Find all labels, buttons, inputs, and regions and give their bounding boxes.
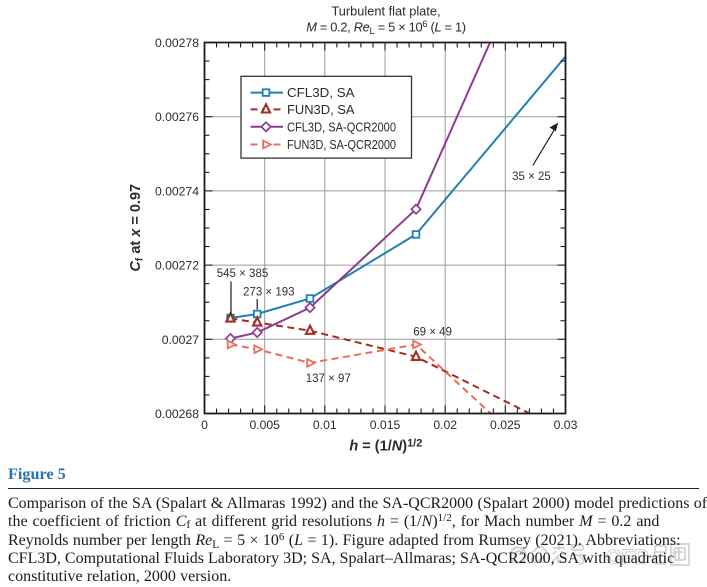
svg-text:137 × 97: 137 × 97 xyxy=(306,373,351,385)
svg-text:FUN3D, SA-QCR2000: FUN3D, SA-QCR2000 xyxy=(287,137,396,152)
svg-text:0.00276: 0.00276 xyxy=(155,110,199,124)
svg-text:69 × 49: 69 × 49 xyxy=(413,326,452,338)
svg-text:CFL3D, SA-QCR2000: CFL3D, SA-QCR2000 xyxy=(287,119,396,134)
svg-text:0.00272: 0.00272 xyxy=(155,259,199,273)
svg-text:35 × 25: 35 × 25 xyxy=(512,171,551,183)
svg-text:0.02: 0.02 xyxy=(433,418,457,432)
svg-text:Cf at x = 0.97: Cf at x = 0.97 xyxy=(128,184,146,272)
svg-text:0.0027: 0.0027 xyxy=(162,333,199,347)
svg-text:0.00274: 0.00274 xyxy=(155,184,199,198)
svg-text:Turbulent flat plate,: Turbulent flat plate, xyxy=(331,4,440,19)
svg-text:273 × 193: 273 × 193 xyxy=(243,286,294,298)
svg-text:0.03: 0.03 xyxy=(554,418,578,432)
svg-text:0.025: 0.025 xyxy=(490,418,521,432)
svg-text:CFL3D, SA: CFL3D, SA xyxy=(287,85,355,100)
svg-text:0.01: 0.01 xyxy=(313,418,337,432)
svg-text:0.015: 0.015 xyxy=(370,418,401,432)
svg-text:0.00268: 0.00268 xyxy=(155,407,199,421)
svg-text:M = 0.2, ReL = 5 × 106 (L = 1): M = 0.2, ReL = 5 × 106 (L = 1) xyxy=(306,19,466,37)
svg-text:0.00278: 0.00278 xyxy=(155,36,199,50)
svg-text:0.005: 0.005 xyxy=(249,418,280,432)
svg-text:FUN3D, SA: FUN3D, SA xyxy=(287,102,355,117)
svg-text:h = (1/N)1/2: h = (1/N)1/2 xyxy=(349,438,422,455)
svg-text:CFD: CFD xyxy=(606,546,649,569)
svg-text:0: 0 xyxy=(201,418,208,432)
svg-text:545 × 385: 545 × 385 xyxy=(217,268,268,280)
